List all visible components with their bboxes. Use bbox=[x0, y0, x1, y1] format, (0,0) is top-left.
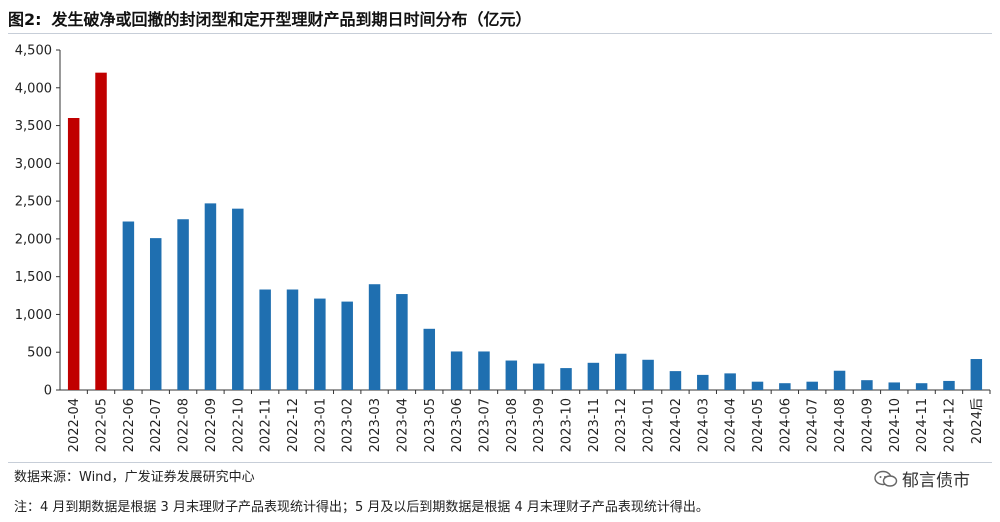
bar bbox=[505, 360, 518, 390]
x-tick-label: 2024-06 bbox=[778, 398, 793, 452]
bar bbox=[149, 238, 162, 390]
bar bbox=[669, 371, 682, 390]
y-tick-label: 3,000 bbox=[15, 157, 52, 172]
x-tick-label: 2022-05 bbox=[95, 398, 110, 452]
x-tick-label: 2024-04 bbox=[724, 398, 739, 452]
x-tick-label: 2022-07 bbox=[149, 398, 164, 452]
bar bbox=[95, 72, 107, 390]
x-tick-label: 2023-04 bbox=[395, 398, 410, 452]
bar bbox=[286, 289, 299, 390]
y-tick-label: 4,500 bbox=[15, 44, 52, 59]
x-tick-label: 2023-08 bbox=[505, 398, 520, 452]
x-tick-label: 2023-05 bbox=[423, 398, 438, 452]
bar bbox=[943, 380, 955, 390]
title-divider bbox=[8, 33, 992, 34]
x-tick-label: 2022-04 bbox=[67, 398, 82, 452]
bar bbox=[724, 373, 736, 390]
brand: 郁言债市 bbox=[874, 466, 970, 491]
bar bbox=[915, 383, 928, 390]
x-tick-label: 2023-07 bbox=[477, 398, 492, 452]
footer-divider bbox=[8, 462, 992, 463]
x-tick-label: 2022-11 bbox=[259, 398, 274, 452]
bar bbox=[341, 301, 353, 390]
bar bbox=[833, 370, 846, 390]
x-tick-label: 2023-01 bbox=[313, 398, 328, 452]
x-tick-label: 2023-02 bbox=[341, 398, 356, 452]
x-tick-label: 2024-12 bbox=[942, 398, 957, 452]
x-tick-label: 2024后 bbox=[970, 398, 985, 444]
x-tick-label: 2024-02 bbox=[669, 398, 684, 452]
figure-title-text: 发生破净或回撤的封闭型和定开型理财产品到期日时间分布（亿元） bbox=[51, 10, 532, 29]
x-tick-label: 2023-06 bbox=[450, 398, 465, 452]
x-tick-label: 2022-08 bbox=[177, 398, 192, 452]
x-tick-label: 2023-10 bbox=[560, 398, 575, 452]
y-tick-label: 3,500 bbox=[15, 119, 52, 134]
x-tick-label: 2022-10 bbox=[231, 398, 246, 452]
bar bbox=[642, 359, 654, 390]
x-tick-label: 2022-12 bbox=[286, 398, 301, 452]
x-tick-label: 2024-03 bbox=[696, 398, 711, 452]
bar bbox=[450, 351, 463, 390]
bar bbox=[560, 368, 572, 390]
bar bbox=[697, 374, 709, 390]
bar bbox=[587, 362, 600, 390]
x-tick-label: 2023-12 bbox=[614, 398, 629, 452]
x-tick-label: 2022-06 bbox=[122, 398, 137, 452]
figure-label: 图2: bbox=[8, 10, 42, 29]
y-tick-label: 0 bbox=[44, 384, 52, 399]
bar bbox=[970, 359, 983, 390]
bar bbox=[779, 383, 791, 390]
x-tick-label: 2024-08 bbox=[833, 398, 848, 452]
y-tick-label: 1,500 bbox=[15, 270, 52, 285]
bar bbox=[532, 363, 545, 390]
x-tick-label: 2023-03 bbox=[368, 398, 383, 452]
figure-title: 图2: 发生破净或回撤的封闭型和定开型理财产品到期日时间分布（亿元） bbox=[8, 4, 992, 32]
bar bbox=[423, 328, 436, 390]
y-tick-label: 2,500 bbox=[15, 195, 52, 210]
x-tick-label: 2024-09 bbox=[860, 398, 875, 452]
bar bbox=[177, 219, 189, 390]
bar bbox=[232, 208, 244, 390]
bar bbox=[614, 353, 627, 390]
y-tick-label: 500 bbox=[27, 346, 52, 361]
x-tick-label: 2024-05 bbox=[751, 398, 766, 452]
brand-name: 郁言债市 bbox=[902, 471, 970, 491]
bar bbox=[806, 381, 818, 390]
bar bbox=[204, 203, 217, 390]
y-tick-label: 1,000 bbox=[15, 308, 52, 323]
note-text: 注：4 月到期数据是根据 3 月末理财子产品表现统计得出；5 月及以后到期数据是… bbox=[14, 500, 709, 515]
bar bbox=[751, 381, 764, 390]
x-tick-label: 2022-09 bbox=[204, 398, 219, 452]
x-tick-label: 2024-11 bbox=[915, 398, 930, 452]
bar-chart: 0 500 1,000 1,500 2,000 2,500 3,000 3,500 4,000 4… bbox=[15, 44, 991, 452]
bar bbox=[67, 118, 80, 390]
bar bbox=[396, 294, 408, 390]
x-tick-label: 2024-01 bbox=[642, 398, 657, 452]
x-tick-label: 2023-09 bbox=[532, 398, 547, 452]
source-text: 数据来源：Wind，广发证券发展研究中心 bbox=[14, 470, 255, 485]
bar bbox=[122, 221, 135, 390]
x-tick-label: 2024-10 bbox=[888, 398, 903, 452]
bar bbox=[368, 284, 381, 390]
y-tick-label: 4,000 bbox=[15, 81, 52, 96]
x-tick-label: 2024-07 bbox=[806, 398, 821, 452]
bar bbox=[314, 298, 326, 390]
bar bbox=[888, 382, 901, 390]
bar bbox=[861, 380, 873, 390]
wechat-icon bbox=[874, 470, 898, 487]
bar bbox=[259, 289, 271, 390]
y-tick-label: 2,000 bbox=[15, 232, 52, 247]
x-tick-label: 2023-11 bbox=[587, 398, 602, 452]
bar bbox=[478, 351, 490, 390]
